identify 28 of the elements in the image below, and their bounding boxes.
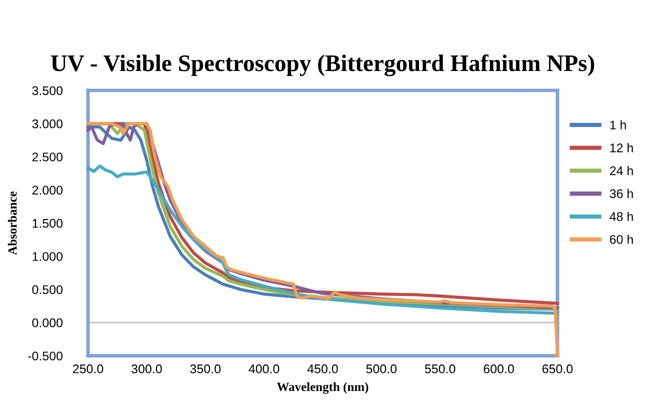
y-tick-label: 2.000 [32, 186, 63, 195]
y-tick-label: 3.000 [32, 119, 63, 128]
x-tick-label: 300.0 [132, 364, 162, 374]
legend-label: 24 h [610, 166, 633, 176]
x-tick-label: 350.0 [190, 364, 221, 374]
chart-title: UV - Visible Spectroscopy (Bittergourd Hafnium NPs) [50, 54, 594, 76]
x-tick-label: 450.0 [307, 364, 338, 374]
line-series [86, 164, 559, 315]
x-tick-label: 650.0 [542, 364, 573, 374]
y-tick-label: 0.500 [32, 285, 63, 294]
y-tick-label: 0.000 [32, 318, 63, 328]
legend-label: 60 h [610, 234, 633, 244]
legend-label: 12 h [610, 143, 633, 152]
x-tick-label: 550.0 [424, 364, 456, 374]
x-tick-label: 600.0 [484, 364, 514, 374]
legend-label: 1 h [610, 120, 626, 130]
y-tick-label: 2.500 [32, 152, 63, 162]
legend-label: 48 h [610, 212, 633, 222]
x-axis-title: Wavelength (nm) [276, 382, 368, 394]
y-tick-label: 1.000 [32, 252, 63, 261]
x-tick-label: 400.0 [248, 364, 280, 374]
y-tick-label: 1.500 [32, 218, 63, 228]
legend-label: 36 h [610, 188, 633, 198]
y-axis-title: Absorbance [8, 191, 17, 255]
y-tick-label: -0.500 [28, 352, 63, 360]
y-tick-label: 3.500 [32, 86, 63, 96]
x-tick-label: 250.0 [73, 364, 104, 374]
x-tick-label: 500.0 [366, 364, 397, 374]
